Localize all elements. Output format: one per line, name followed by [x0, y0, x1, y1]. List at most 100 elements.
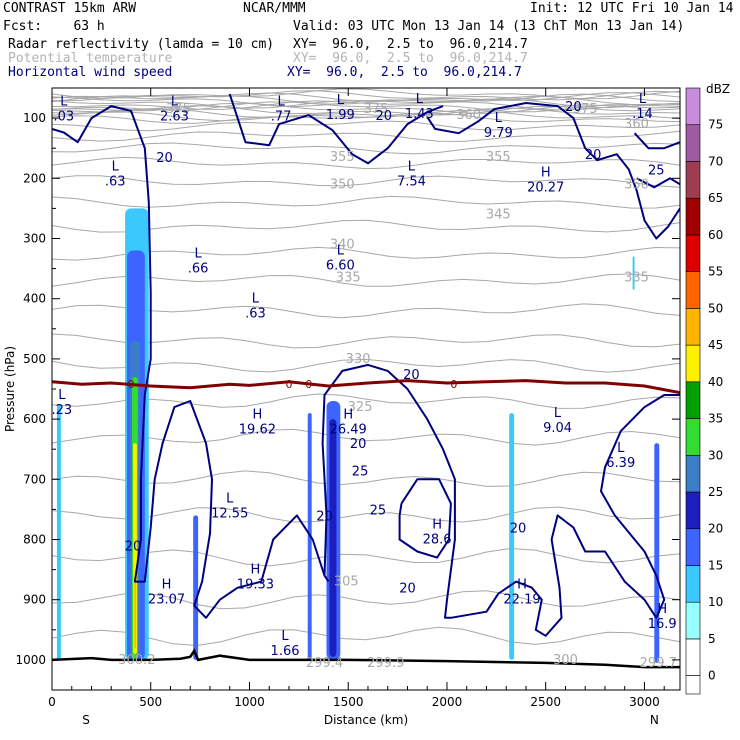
wind-contour-label: 20 — [316, 509, 333, 524]
field-xy-reflectivity: XY= 96.0, 2.5 to 96.0,214.7 — [293, 37, 528, 52]
extremum-marker: L — [112, 159, 120, 174]
y-tick-label: 900 — [23, 593, 46, 607]
colorbar-swatch — [685, 234, 701, 272]
theta-contour-label: 355 — [330, 150, 355, 165]
x-tick-label: 1000 — [234, 695, 265, 709]
colorbar-unit: dBZ — [706, 82, 730, 96]
extremum-value: 2.63 — [160, 109, 189, 124]
extremum-marker: L — [277, 94, 285, 109]
colorbar-swatch — [685, 308, 701, 346]
colorbar-label: 65 — [708, 191, 723, 205]
extremum-marker: H — [432, 517, 442, 532]
theta-contour-label: 300 — [553, 653, 578, 668]
theta-isentrope — [52, 246, 680, 261]
extremum-marker: H — [252, 407, 262, 422]
terrain-line — [52, 648, 680, 669]
theta-contour-label: 299.9 — [367, 656, 404, 671]
extremum-marker: L — [408, 159, 416, 174]
theta-isentrope — [52, 93, 680, 105]
wind-contour-label: 20 — [403, 368, 420, 383]
theta-isentrope — [52, 590, 680, 610]
extremum-marker: H — [517, 578, 527, 593]
wind-contour-label: 20 — [399, 582, 416, 597]
extremum-marker: L — [617, 441, 625, 456]
field-legend-reflectivity: Radar reflectivity (lamda = 10 cm) — [8, 37, 275, 52]
forecast-hour: Fcst: 63 h — [3, 19, 105, 34]
colorbar-label: 35 — [708, 412, 723, 426]
wind-speed-contour — [633, 132, 680, 150]
colorbar-label: 5 — [708, 632, 716, 646]
reflectivity-cell — [329, 419, 337, 657]
extremum-value: 1.66 — [271, 644, 300, 659]
extremum-marker: L — [281, 629, 289, 644]
reflectivity-cell — [193, 515, 199, 660]
theta-isentrope — [52, 120, 680, 132]
extremum-marker: L — [495, 111, 503, 126]
extremum-value: 9.79 — [484, 126, 513, 141]
colorbar-label: 0 — [708, 669, 716, 683]
theta-contour-label: 345 — [486, 207, 511, 222]
theta-contour-label: 375 — [573, 102, 598, 117]
theta-contour-label: 300.2 — [118, 653, 155, 668]
extremum-value: 12.55 — [211, 507, 248, 522]
extremum-marker: L — [252, 292, 260, 307]
zero-isotherm-label: 0 — [450, 378, 457, 391]
extremum-marker: L — [60, 94, 68, 109]
y-tick-label: 600 — [23, 412, 46, 426]
wind-speed-contour — [398, 478, 452, 559]
reflectivity-cell — [509, 413, 515, 660]
colorbar-swatch — [685, 197, 701, 236]
extremum-value: .77 — [271, 109, 292, 124]
organization: NCAR/MMM — [243, 1, 306, 16]
extremum-marker: L — [226, 492, 234, 507]
theta-isentrope — [52, 358, 680, 373]
extremum-marker: L — [195, 247, 203, 262]
zero-isotherm-label: 0 — [127, 378, 134, 391]
theta-isentrope — [52, 175, 680, 188]
wind-contour-label: 20 — [510, 521, 527, 536]
colorbar-label: 50 — [708, 301, 723, 315]
extremum-value: 19.33 — [237, 578, 274, 593]
reflectivity-cell — [632, 256, 635, 290]
extremum-value: 19.62 — [239, 422, 276, 437]
theta-contour-label: 335 — [624, 271, 649, 286]
y-tick-label: 300 — [23, 232, 46, 246]
zero-isotherm-line — [52, 379, 680, 395]
x-tick-label: 1500 — [333, 695, 364, 709]
theta-isentrope — [52, 156, 680, 170]
x-tick-label: 500 — [139, 695, 162, 709]
theta-isentrope — [52, 195, 680, 209]
colorbar-label: 20 — [708, 522, 723, 536]
extremum-value: .03 — [54, 109, 75, 124]
theta-contour-label: 375 — [166, 102, 191, 117]
theta-contour-label: 305 — [334, 575, 359, 590]
wind-speed-contour — [52, 105, 330, 619]
zero-isotherm-label: 0 — [285, 378, 292, 391]
colorbar-swatch — [685, 675, 701, 695]
theta-contour-label: 299.7 — [640, 656, 677, 671]
theta-contour-label: 299.4 — [306, 656, 343, 671]
theta-contour-label: 350 — [330, 177, 355, 192]
theta-isentrope — [52, 273, 680, 287]
colorbar-swatch — [685, 454, 701, 493]
y-tick-label: 200 — [23, 171, 46, 185]
extremum-value: 26.49 — [330, 422, 367, 437]
wind-contour-label: 20 — [376, 109, 393, 124]
theta-isentrope — [52, 92, 680, 103]
theta-contour-label: 360 — [624, 117, 649, 132]
colorbar-label: 55 — [708, 265, 723, 279]
reflectivity-cell — [56, 404, 61, 660]
wind-contour-label: 25 — [370, 503, 387, 518]
y-tick-label: 400 — [23, 292, 46, 306]
wind-contour-label: 20 — [565, 100, 582, 115]
theta-contour-label: 330 — [346, 352, 371, 367]
wind-contour-label: 20 — [125, 540, 142, 555]
colorbar-label: 70 — [708, 154, 723, 168]
extremum-marker: L — [337, 93, 345, 108]
x-axis-title: Distance (km) — [324, 713, 408, 727]
theta-isentrope — [52, 142, 680, 155]
theta-isentrope — [52, 333, 680, 349]
theta-isentrope — [52, 102, 680, 115]
